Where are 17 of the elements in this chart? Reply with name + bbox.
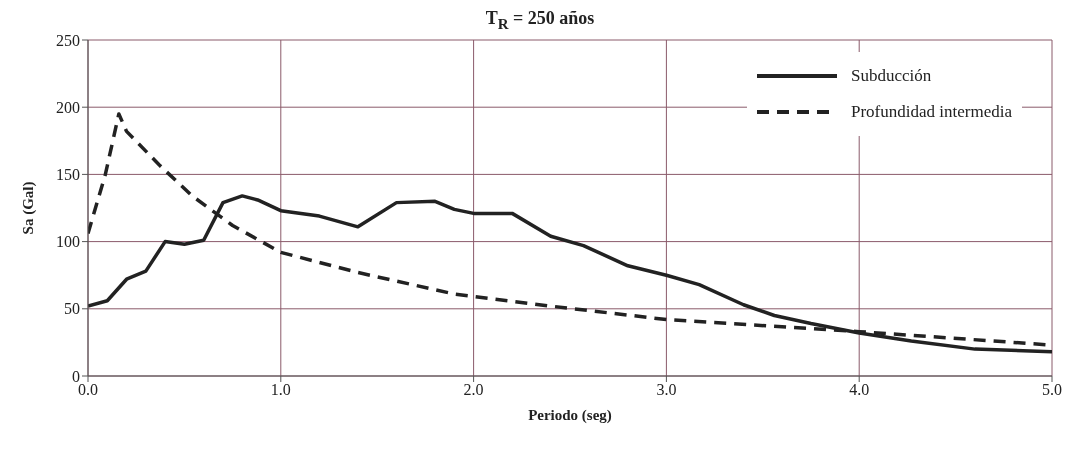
x-tick-label: 3.0 <box>656 381 677 399</box>
x-tick-label: 1.0 <box>270 381 291 399</box>
x-tick-label: 2.0 <box>463 381 484 399</box>
x-tick-label: 5.0 <box>1042 381 1062 399</box>
legend-label: Subducción <box>851 66 932 86</box>
x-tick-label: 4.0 <box>849 381 870 399</box>
y-tick-label: 200 <box>56 98 80 116</box>
y-tick-label: 50 <box>64 300 80 318</box>
y-tick-label: 250 <box>56 31 80 49</box>
y-tick-label: 100 <box>56 233 80 251</box>
chart-title: T$_{R}$ = 250 años <box>484 8 596 32</box>
x-axis-title: Periodo (seg) <box>528 407 612 424</box>
y-tick-label: 0 <box>72 367 80 385</box>
x-tick-label: 0.0 <box>78 381 98 399</box>
y-tick-label: 150 <box>56 166 80 184</box>
y-axis-title: Sa (Gal) <box>20 181 38 235</box>
legend-label: Profundidad intermedia <box>851 102 1012 122</box>
